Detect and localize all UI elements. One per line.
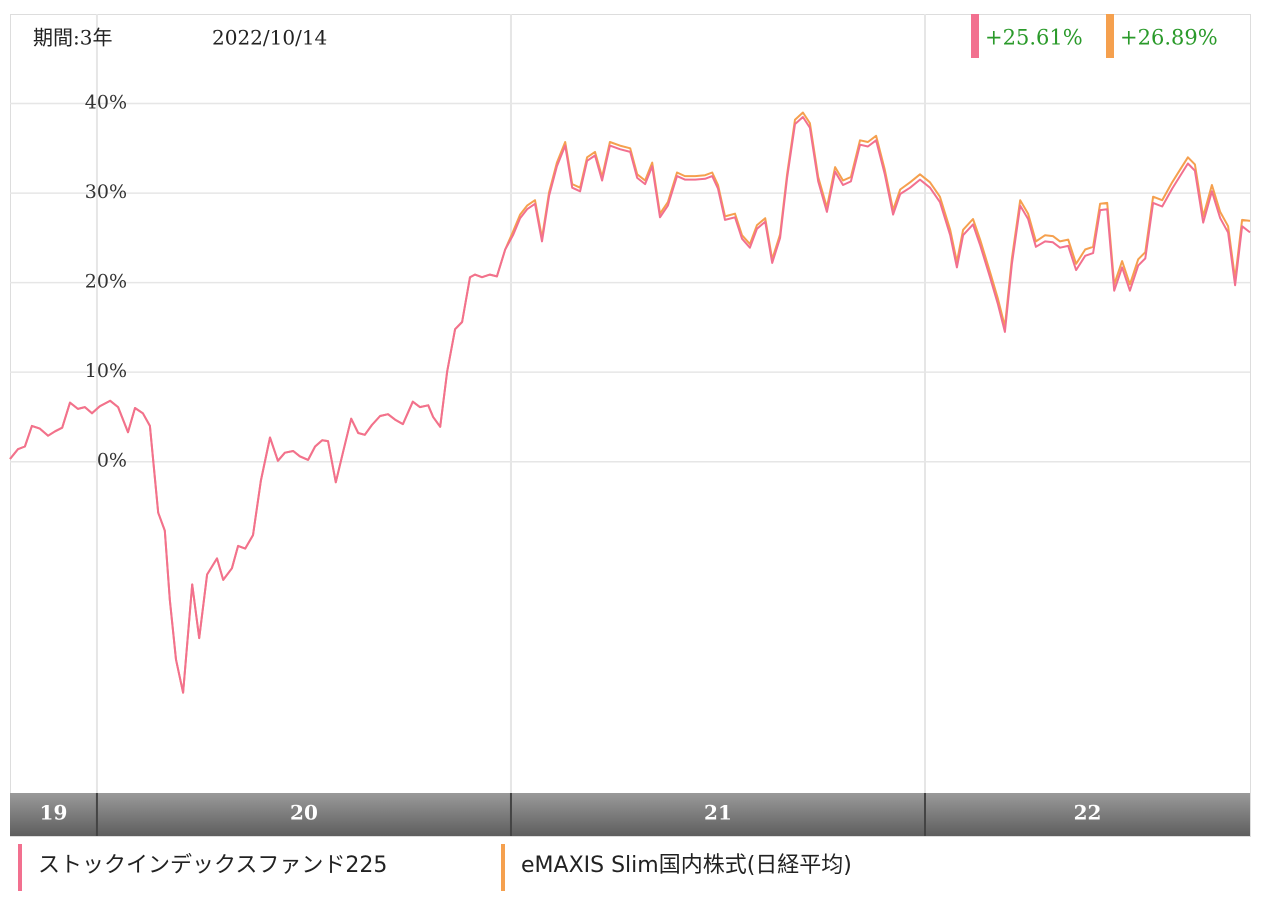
- end-swatch: [971, 14, 979, 58]
- y-tick-label: 0%: [97, 450, 127, 472]
- grid: 0% 10% 20% 30% 40%: [10, 14, 1250, 793]
- legend-label: eMAXIS Slim国内株式(日経平均): [521, 853, 852, 878]
- lines: [9, 111, 1251, 694]
- end-swatch: [1106, 14, 1114, 58]
- legend-label: ストックインデックスファンド225: [38, 853, 387, 878]
- legend-swatch: [18, 844, 22, 891]
- end-label: +25.61%: [985, 26, 1083, 50]
- period: 期間:3年: [33, 26, 112, 50]
- end-labels: +25.61% +26.89%: [971, 14, 1218, 58]
- plot-frame: [10, 14, 1251, 837]
- y-tick-label: 30%: [85, 181, 127, 203]
- y-tick-label: 20%: [85, 271, 127, 293]
- year-label: 20: [290, 801, 318, 825]
- date: 2022/10/14: [212, 26, 327, 50]
- series-line: [9, 116, 1251, 694]
- legend: ストックインデックスファンド225 eMAXIS Slim国内株式(日経平均): [18, 844, 852, 891]
- legend-swatch: [501, 844, 505, 891]
- year-labels: 19 20 21 22: [40, 793, 1102, 836]
- year-label: 22: [1074, 801, 1102, 825]
- end-label: +26.89%: [1120, 26, 1218, 50]
- y-tick-label: 10%: [85, 360, 127, 382]
- year-label: 21: [704, 801, 732, 825]
- y-tick-label: 40%: [85, 92, 127, 114]
- year-label: 19: [40, 801, 68, 825]
- year-band: [10, 793, 1250, 836]
